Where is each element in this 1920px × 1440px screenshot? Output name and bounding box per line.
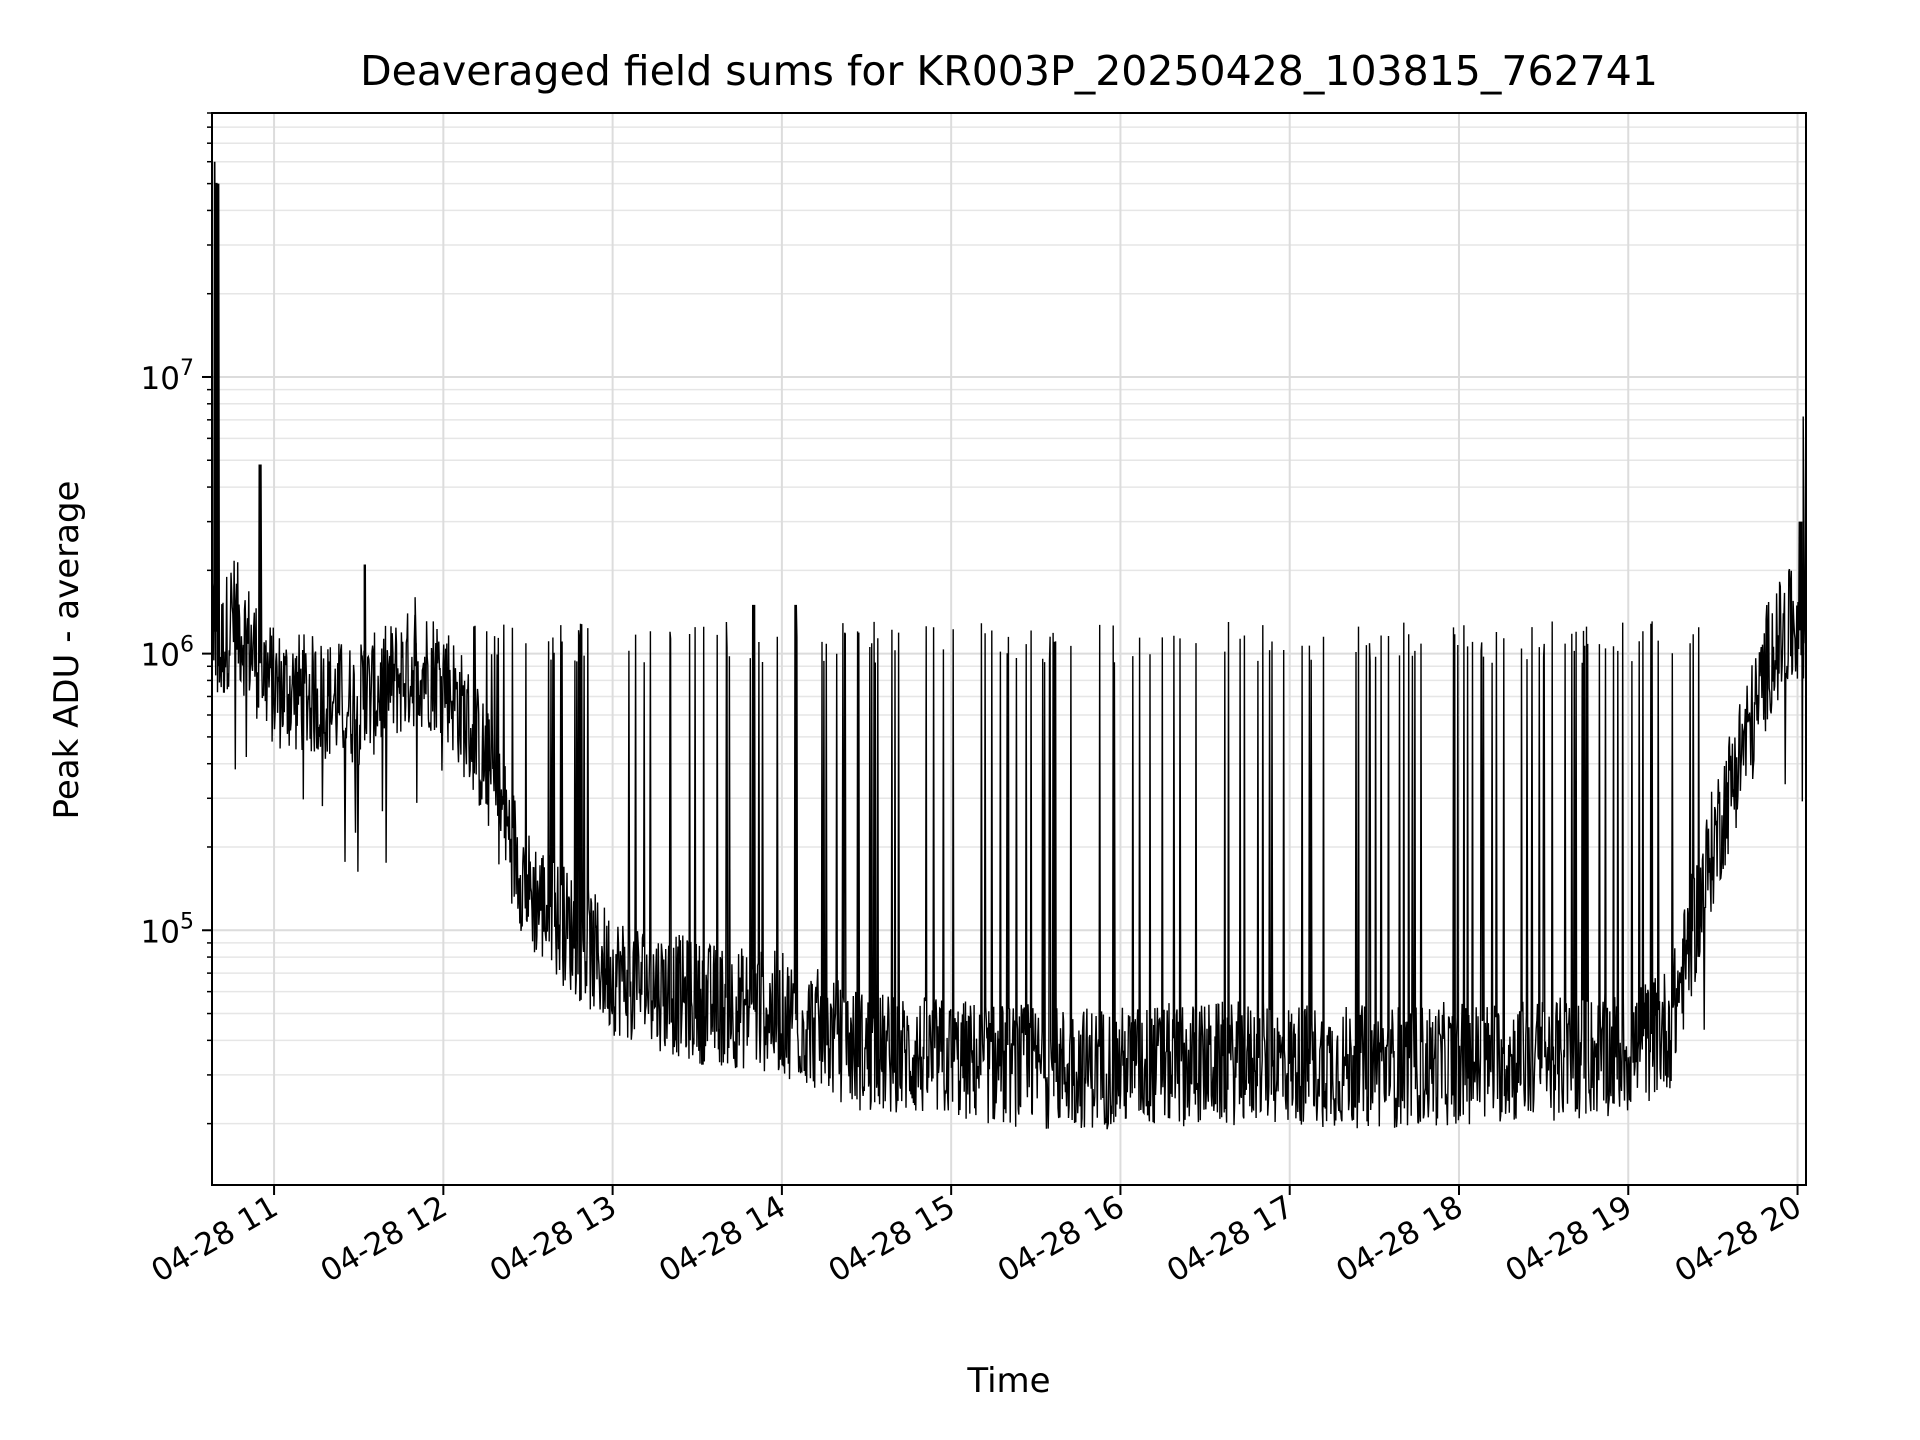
x-tick-label: 04-28 18 [1330,1189,1469,1290]
x-tick-label: 04-28 17 [1161,1189,1300,1290]
y-tick-label: 107 [141,356,194,397]
x-tick-label: 04-28 16 [992,1189,1131,1290]
x-axis: 04-28 11 04-28 12 04-28 13 04-28 14 04-28 15… [145,1185,1808,1290]
x-tick-label: 04-28 12 [315,1189,454,1290]
y-axis: 105 106 107 [141,112,212,1125]
x-tick-label: 04-28 15 [822,1189,961,1290]
y-axis-label: Peak ADU - average [47,481,87,820]
x-axis-label: Time [966,1361,1050,1401]
chart-title: Deaveraged field sums for KR003P_2025042… [360,47,1658,95]
y-tick-label: 106 [141,633,194,674]
x-tick-label: 04-28 11 [145,1189,284,1290]
x-tick-label: 04-28 19 [1500,1189,1639,1290]
series-line [211,161,1807,1130]
x-tick-label: 04-28 13 [484,1189,623,1290]
y-tick-label: 105 [141,909,194,950]
plot-frame [211,112,1807,1186]
x-tick-label: 04-28 20 [1669,1189,1808,1290]
x-tick-label: 04-28 14 [653,1189,792,1290]
